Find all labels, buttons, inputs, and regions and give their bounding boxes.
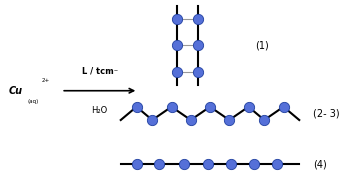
Point — [195, 70, 201, 73]
Point — [251, 163, 257, 166]
Point — [188, 119, 194, 122]
Point — [134, 163, 139, 166]
Text: 2+: 2+ — [42, 78, 50, 83]
Point — [174, 17, 180, 20]
Point — [134, 105, 139, 108]
Point — [195, 17, 201, 20]
Point — [226, 119, 232, 122]
Text: (1): (1) — [256, 40, 269, 50]
Text: (2- 3): (2- 3) — [313, 108, 340, 118]
Point — [205, 163, 211, 166]
Point — [174, 70, 180, 73]
Point — [195, 44, 201, 47]
Text: L / tcm⁻: L / tcm⁻ — [82, 67, 118, 76]
Point — [228, 163, 234, 166]
Text: Cu: Cu — [9, 86, 23, 96]
Text: (aq): (aq) — [28, 99, 39, 104]
Point — [207, 105, 213, 108]
Point — [149, 119, 155, 122]
Point — [174, 44, 180, 47]
Point — [281, 105, 286, 108]
Point — [274, 163, 279, 166]
Point — [156, 163, 162, 166]
Point — [246, 105, 251, 108]
Point — [181, 163, 187, 166]
Point — [169, 105, 174, 108]
Point — [261, 119, 267, 122]
Text: (4): (4) — [313, 160, 327, 169]
Text: H₂O: H₂O — [92, 106, 108, 115]
